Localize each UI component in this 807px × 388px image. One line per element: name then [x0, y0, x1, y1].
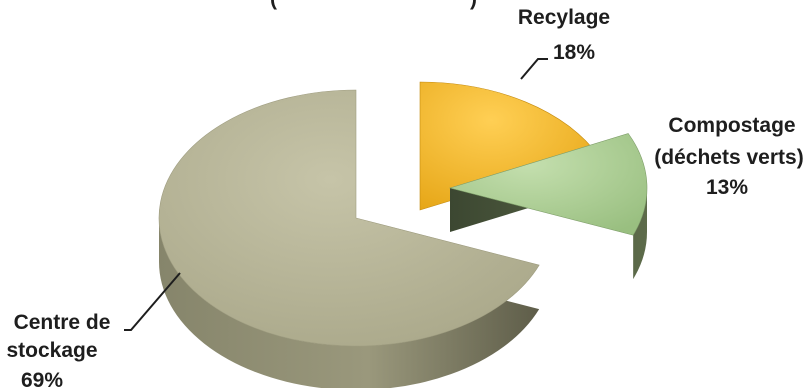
label-compostage-value: 13% [706, 176, 748, 199]
pie-slice-compostage [448, 133, 648, 280]
title-fragment-open: ( [270, 0, 277, 10]
label-centre-name: Centre de [14, 311, 111, 334]
label-centre-value: 69% [21, 369, 63, 388]
label-recylage-name: Recylage [518, 6, 610, 29]
label-compostage-detail: (déchets verts) [654, 146, 803, 169]
leader-line-centre-de-stockage [124, 272, 181, 331]
label-centre-name-2: stockage [6, 339, 97, 362]
label-recylage-value: 18% [553, 41, 595, 64]
slice-top-centre-de-stockage [158, 89, 540, 347]
title-fragment-close: ) [470, 0, 477, 10]
label-compostage-name: Compostage [668, 114, 795, 137]
slice-top-recylage [419, 81, 599, 211]
pie-slice-centre-de-stockage [158, 89, 540, 388]
slice-top-compostage [448, 133, 648, 236]
pie-slice-recylage [419, 81, 599, 211]
leader-line-recylage [520, 58, 548, 80]
